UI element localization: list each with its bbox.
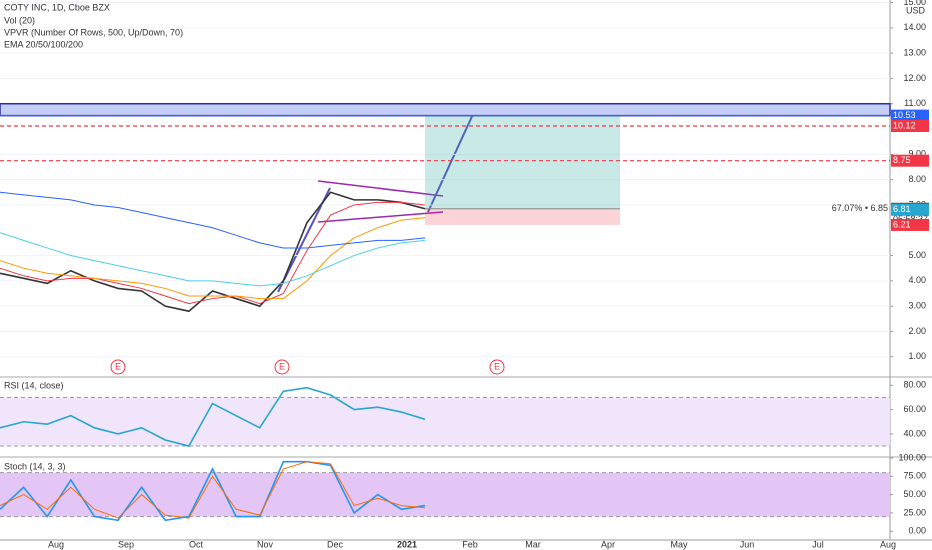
y-tick-label: 9.00 <box>908 149 926 159</box>
price-label-bg <box>891 120 929 133</box>
study-label: VPVR (Number Of Rows, 500, Up/Down, 70) <box>4 27 183 37</box>
trend-line <box>317 180 444 197</box>
series-line <box>0 191 426 249</box>
x-tick-label: Sep <box>118 539 134 549</box>
stoch-title: Stoch (14, 3, 3) <box>4 461 66 471</box>
y-tick-label: 75.00 <box>903 471 926 481</box>
x-tick-label: Feb <box>462 539 478 549</box>
earnings-label: E <box>494 361 500 371</box>
x-tick-label: Jul <box>812 539 824 549</box>
profile-label: 67.07% • 6.85 <box>832 203 888 213</box>
price-label-bg <box>891 218 929 231</box>
y-tick-label: 80.00 <box>903 380 926 390</box>
y-tick-label: 5.00 <box>908 250 926 260</box>
x-tick-label: 2021 <box>397 539 417 549</box>
series-line <box>0 461 426 519</box>
currency: USD <box>906 5 926 15</box>
x-tick-label: Jun <box>740 539 755 549</box>
band <box>0 472 890 517</box>
price-label: 6.21 <box>893 219 911 229</box>
y-tick-label: 1.00 <box>908 351 926 361</box>
earnings-marker <box>489 359 505 375</box>
price-label: 8.75 <box>893 155 911 165</box>
price-label-bg <box>891 154 929 167</box>
earnings-label: E <box>115 361 121 371</box>
price-label: 6.81 <box>893 204 911 214</box>
y-tick-label: 15.00 <box>903 0 926 7</box>
x-tick-label: May <box>670 539 688 549</box>
y-tick-label: 4.00 <box>908 275 926 285</box>
earnings-marker <box>110 359 126 375</box>
series-line <box>0 191 426 313</box>
series-line <box>0 217 426 300</box>
study-label: EMA 20/50/100/200 <box>4 39 83 49</box>
price-label: 10.12 <box>893 120 916 130</box>
price-label-bg <box>891 109 929 122</box>
y-tick-label: 60.00 <box>903 404 926 414</box>
y-tick-label: 0.00 <box>908 526 926 536</box>
earnings-marker <box>274 359 290 375</box>
y-tick-label: 25.00 <box>903 507 926 517</box>
y-tick-label: 8.00 <box>908 174 926 184</box>
x-tick-label: Mar <box>525 539 541 549</box>
series-line <box>0 386 426 447</box>
x-tick-label: Oct <box>189 539 204 549</box>
rsi-title: RSI (14, close) <box>4 380 64 390</box>
y-tick-label: 3.00 <box>908 301 926 311</box>
trend-line <box>317 211 444 223</box>
target-box <box>425 115 620 209</box>
x-tick-label: Apr <box>601 539 615 549</box>
earnings-label: E <box>279 361 285 371</box>
zone <box>0 102 891 117</box>
series-line <box>0 460 426 522</box>
series-line <box>0 232 426 287</box>
y-tick-label: 50.00 <box>903 489 926 499</box>
x-tick-label: Dec <box>327 539 344 549</box>
y-tick-label: 100.00 <box>898 452 926 462</box>
band <box>0 397 890 447</box>
price-label: 10.53 <box>893 110 916 120</box>
series-line <box>0 201 426 305</box>
y-tick-label: 2.00 <box>908 326 926 336</box>
symbol-title: COTY INC, 1D, Cboe BZX <box>4 2 110 12</box>
y-tick-label: 12.00 <box>903 73 926 83</box>
y-tick-label: 14.00 <box>903 22 926 32</box>
y-tick-label: 13.00 <box>903 48 926 58</box>
x-tick-label: Aug <box>48 539 64 549</box>
x-tick-label: Aug <box>880 539 896 549</box>
study-label: Vol (20) <box>4 15 35 25</box>
price-label-bg <box>891 203 929 216</box>
y-tick-label: 11.00 <box>904 98 926 108</box>
stop-box <box>425 208 620 225</box>
trend-line <box>427 111 475 213</box>
x-tick-label: Nov <box>257 539 274 549</box>
y-tick-label: 40.00 <box>903 428 926 438</box>
